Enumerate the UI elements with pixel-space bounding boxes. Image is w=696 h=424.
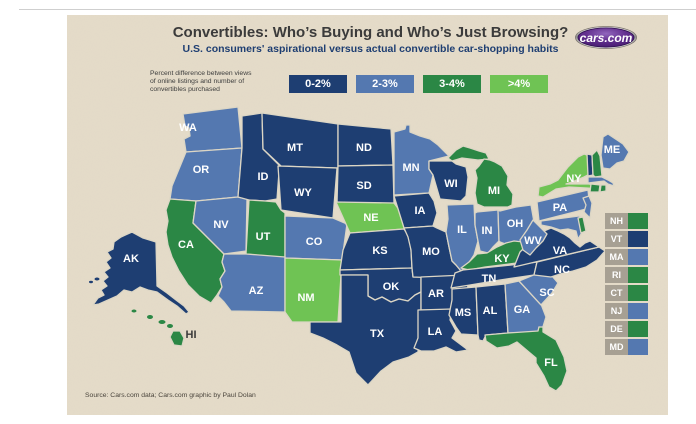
svg-text:MT: MT: [287, 142, 303, 154]
svg-text:SD: SD: [356, 180, 371, 192]
svg-text:TN: TN: [482, 273, 497, 285]
svg-text:IA: IA: [415, 205, 426, 217]
svg-text:LA: LA: [428, 326, 443, 338]
svg-text:ID: ID: [258, 171, 269, 183]
svg-text:AZ: AZ: [249, 285, 264, 297]
svg-text:VA: VA: [553, 245, 568, 257]
svg-text:ND: ND: [356, 142, 372, 154]
svg-text:AR: AR: [428, 288, 444, 300]
svg-text:NM: NM: [297, 292, 314, 304]
svg-text:NY: NY: [566, 173, 582, 185]
svg-text:OH: OH: [507, 218, 524, 230]
svg-text:CO: CO: [306, 236, 323, 248]
svg-text:IL: IL: [457, 224, 467, 236]
svg-text:WV: WV: [524, 235, 542, 247]
svg-text:KS: KS: [372, 245, 387, 257]
svg-text:UT: UT: [256, 231, 271, 243]
svg-text:SC: SC: [539, 287, 554, 299]
svg-text:MO: MO: [422, 246, 440, 258]
svg-text:PA: PA: [553, 202, 568, 214]
svg-text:NC: NC: [554, 264, 570, 276]
svg-text:ME: ME: [604, 144, 621, 156]
svg-text:NV: NV: [213, 219, 229, 231]
svg-text:WA: WA: [179, 122, 197, 134]
svg-text:AK: AK: [123, 253, 139, 265]
svg-text:NE: NE: [363, 212, 378, 224]
svg-text:WY: WY: [294, 187, 312, 199]
svg-text:WI: WI: [444, 178, 457, 190]
svg-text:MN: MN: [402, 162, 419, 174]
svg-text:FL: FL: [544, 357, 558, 369]
svg-text:MS: MS: [455, 307, 472, 319]
svg-text:AL: AL: [483, 305, 498, 317]
svg-text:HI: HI: [186, 329, 197, 341]
svg-text:CA: CA: [178, 239, 194, 251]
svg-text:OR: OR: [193, 164, 210, 176]
svg-text:KY: KY: [494, 253, 510, 265]
svg-text:cars.com: cars.com: [580, 31, 633, 45]
svg-text:OK: OK: [383, 281, 400, 293]
svg-text:TX: TX: [370, 328, 385, 340]
svg-text:MI: MI: [488, 185, 500, 197]
svg-text:GA: GA: [514, 304, 531, 316]
svg-text:IN: IN: [482, 225, 493, 237]
